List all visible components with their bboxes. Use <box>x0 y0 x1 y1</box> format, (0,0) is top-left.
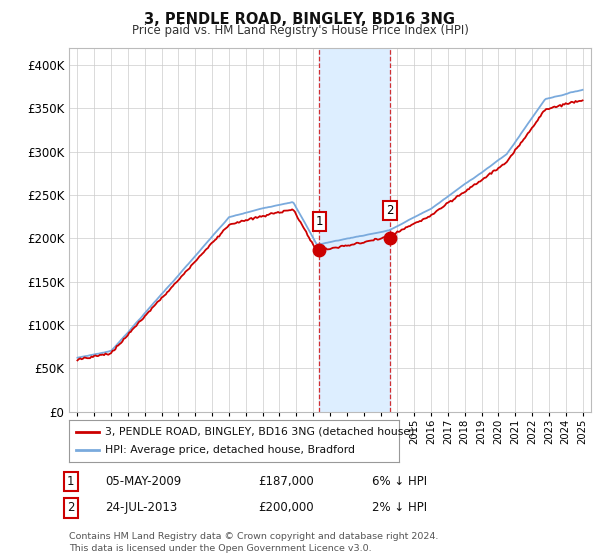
Text: 6% ↓ HPI: 6% ↓ HPI <box>372 475 427 488</box>
Text: 1: 1 <box>316 215 323 228</box>
Text: 05-MAY-2009: 05-MAY-2009 <box>105 475 181 488</box>
Text: 2% ↓ HPI: 2% ↓ HPI <box>372 501 427 515</box>
Text: 2: 2 <box>386 204 394 217</box>
Text: 24-JUL-2013: 24-JUL-2013 <box>105 501 177 515</box>
Text: £187,000: £187,000 <box>258 475 314 488</box>
Bar <box>319 48 390 412</box>
Text: Price paid vs. HM Land Registry's House Price Index (HPI): Price paid vs. HM Land Registry's House … <box>131 24 469 36</box>
Text: 3, PENDLE ROAD, BINGLEY, BD16 3NG: 3, PENDLE ROAD, BINGLEY, BD16 3NG <box>145 12 455 27</box>
Text: Contains HM Land Registry data © Crown copyright and database right 2024.: Contains HM Land Registry data © Crown c… <box>69 532 439 541</box>
Text: HPI: Average price, detached house, Bradford: HPI: Average price, detached house, Brad… <box>106 445 355 455</box>
Text: 1: 1 <box>67 475 74 488</box>
Text: 2: 2 <box>67 501 74 515</box>
Text: This data is licensed under the Open Government Licence v3.0.: This data is licensed under the Open Gov… <box>69 544 371 553</box>
Text: 3, PENDLE ROAD, BINGLEY, BD16 3NG (detached house): 3, PENDLE ROAD, BINGLEY, BD16 3NG (detac… <box>106 427 415 437</box>
Text: £200,000: £200,000 <box>258 501 314 515</box>
